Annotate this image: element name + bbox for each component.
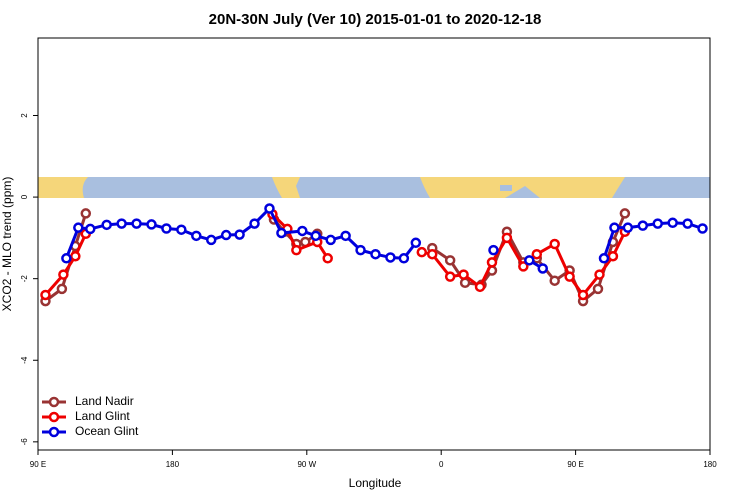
data-point <box>501 232 513 244</box>
data-point <box>622 222 634 233</box>
data-point <box>549 275 560 286</box>
data-point <box>474 281 486 293</box>
data-point <box>264 203 275 214</box>
legend-label: Land Nadir <box>75 394 134 408</box>
y-axis-title: XCO2 - MLO trend (ppm) <box>0 177 14 312</box>
data-point <box>116 218 127 229</box>
x-tick-label: 90 E <box>30 460 46 469</box>
y-tick-label: -6 <box>20 438 29 446</box>
data-point <box>220 229 232 241</box>
data-point <box>524 255 535 266</box>
data-point <box>73 222 84 233</box>
x-tick-label: 180 <box>166 460 180 469</box>
plot-frame <box>37 37 711 451</box>
data-point <box>80 208 92 219</box>
chart-title: 20N-30N July (Ver 10) 2015-01-01 to 2020… <box>209 11 542 28</box>
legend-marker <box>48 396 60 408</box>
data-point <box>416 246 428 258</box>
data-point <box>486 257 498 268</box>
data-point <box>564 271 575 282</box>
legend-label: Land Glint <box>75 409 130 423</box>
data-point <box>176 224 187 235</box>
data-point <box>652 218 663 229</box>
data-point <box>410 237 422 249</box>
data-point <box>398 253 410 264</box>
data-point <box>58 269 69 280</box>
legend-marker <box>48 411 60 423</box>
data-point <box>607 250 619 262</box>
data-point <box>70 250 81 262</box>
data-point <box>61 253 72 264</box>
data-point <box>191 230 202 242</box>
data-point <box>637 220 649 231</box>
data-point <box>697 223 708 234</box>
data-point <box>310 230 322 242</box>
data-point <box>682 218 693 229</box>
x-tick-label: 90 W <box>297 460 316 469</box>
data-point <box>549 238 560 250</box>
data-point <box>85 223 96 235</box>
data-point <box>370 248 381 260</box>
data-point <box>101 219 112 231</box>
data-point <box>56 283 68 295</box>
legend-marker <box>48 426 60 438</box>
data-point <box>619 208 631 219</box>
data-point <box>444 271 456 282</box>
data-point <box>598 253 610 264</box>
data-point <box>297 225 308 237</box>
x-tick-label: 0 <box>439 460 444 469</box>
data-point <box>667 217 678 229</box>
data-point <box>385 252 396 263</box>
data-point <box>131 218 142 229</box>
data-point <box>609 222 620 233</box>
x-axis-title: Longitude <box>349 476 402 490</box>
legend-label: Ocean Glint <box>75 424 139 438</box>
data-point <box>249 218 260 229</box>
data-point <box>537 263 548 274</box>
y-tick-label: -4 <box>20 356 29 364</box>
data-point <box>234 229 245 240</box>
data-point <box>531 248 543 260</box>
data-point <box>444 255 456 266</box>
data-point <box>205 234 217 246</box>
data-point <box>458 269 469 280</box>
y-tick-label: 2 <box>20 113 29 118</box>
x-tick-label: 90 E <box>567 460 583 469</box>
data-point <box>459 277 471 289</box>
data-point <box>426 248 438 260</box>
data-point <box>146 219 157 230</box>
data-point <box>355 244 366 256</box>
data-point <box>577 289 589 301</box>
y-tick-label: -2 <box>20 275 29 283</box>
x-tick-label: 180 <box>703 460 717 469</box>
data-point <box>594 269 605 280</box>
data-point <box>291 244 302 256</box>
data-point <box>488 244 499 256</box>
map-strip <box>38 177 710 198</box>
data-point <box>325 234 336 246</box>
data-point <box>518 261 529 272</box>
data-point <box>592 283 604 295</box>
data-point <box>340 230 351 242</box>
data-point <box>322 253 333 264</box>
y-tick-label: 0 <box>20 194 29 199</box>
data-point <box>40 289 51 301</box>
data-point <box>276 227 287 239</box>
data-point <box>161 223 172 234</box>
